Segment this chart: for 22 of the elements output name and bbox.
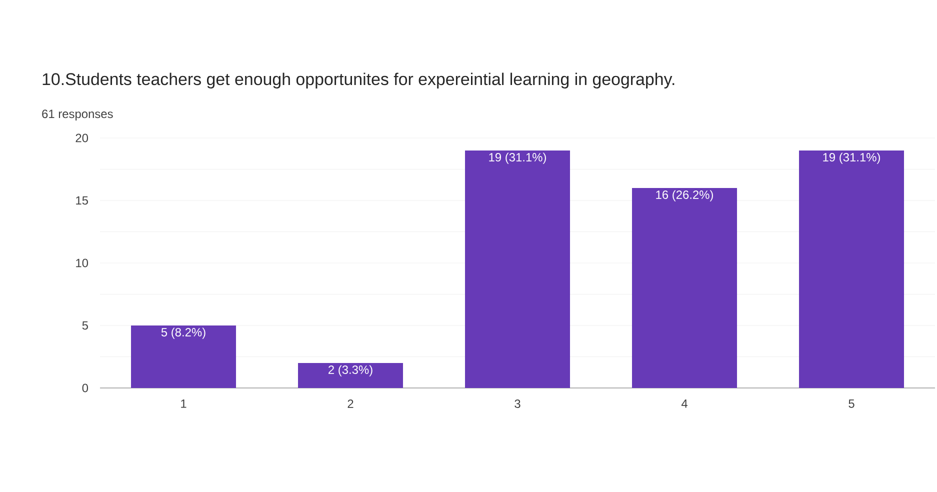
data-label: 19 (31.1%) [823,152,880,164]
data-label: 16 (26.2%) [656,190,713,202]
y-tick-label: 10 [76,258,88,268]
y-tick-label: 5 [82,321,88,330]
y-tick-label: 0 [82,384,88,392]
bar [298,362,404,388]
data-label: 5 (8.2%) [161,328,206,339]
x-tick-label: 5 [848,400,854,408]
bar [799,150,904,388]
y-tick-label: 20 [76,134,88,142]
x-tick-label: 4 [681,400,688,408]
chart-title: 10.Students teachers get enough opportunites for expereintial learning in geography. [42,72,674,89]
data-label: 19 (31.1%) [489,152,546,164]
bar [131,325,236,388]
data-label: 2 (3.3%) [328,365,372,376]
y-tick-label: 15 [76,196,88,205]
chart-subtitle: 61 responses [42,110,113,120]
x-tick-label: 2 [348,400,354,408]
bar [465,150,570,388]
x-tick-label: 3 [514,400,520,408]
x-tick-label: 1 [181,400,186,408]
bar [632,188,738,388]
